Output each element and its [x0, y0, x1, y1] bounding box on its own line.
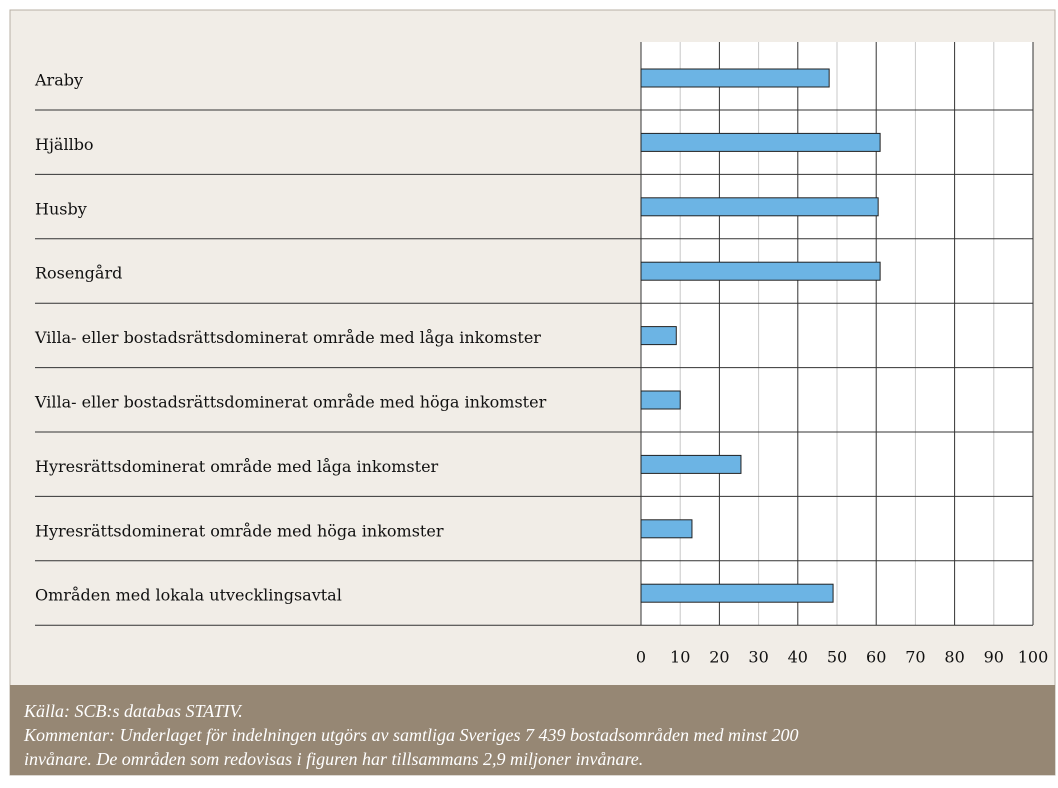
note: invånare. De områden som redovisas i fig…: [24, 749, 643, 769]
category-label: Husby: [35, 199, 87, 218]
bar: [640, 68, 830, 88]
x-tick-label: 20: [709, 648, 729, 667]
footer: [10, 685, 1055, 775]
bar: [640, 132, 881, 152]
x-tick-label: 80: [944, 648, 964, 667]
bar: [640, 583, 834, 603]
bar: [640, 197, 879, 217]
x-tick-label: 30: [748, 648, 768, 667]
x-tick-label: 10: [670, 648, 690, 667]
category-label: Områden med lokala utvecklingsavtal: [35, 586, 342, 605]
category-label: Araby: [34, 71, 83, 90]
bar: [640, 261, 881, 281]
x-tick-label: 0: [636, 648, 646, 667]
bar: [640, 390, 681, 410]
x-tick-label: 100: [1018, 648, 1049, 667]
x-tick-label: 60: [866, 648, 886, 667]
note: Kommentar: Underlaget för indelningen ut…: [23, 725, 798, 745]
category-label: Villa- eller bostadsrättsdominerat områd…: [34, 328, 541, 347]
x-tick-label: 50: [827, 648, 847, 667]
category-label: Hyresrättsdominerat område med låga inko…: [35, 457, 439, 476]
x-tick-label: 90: [984, 648, 1004, 667]
category-label: Rosengård: [35, 264, 122, 283]
bar: [640, 519, 693, 539]
bar: [640, 454, 742, 474]
x-tick-label: 70: [905, 648, 925, 667]
note: Källa: SCB:s databas STATIV.: [23, 701, 243, 721]
category-label: Hyresrättsdominerat område med höga inko…: [35, 521, 444, 540]
bar: [640, 326, 677, 346]
category-label: Hjällbo: [35, 135, 94, 154]
x-tick-label: 40: [788, 648, 808, 667]
category-label: Villa- eller bostadsrättsdominerat områd…: [34, 393, 547, 412]
